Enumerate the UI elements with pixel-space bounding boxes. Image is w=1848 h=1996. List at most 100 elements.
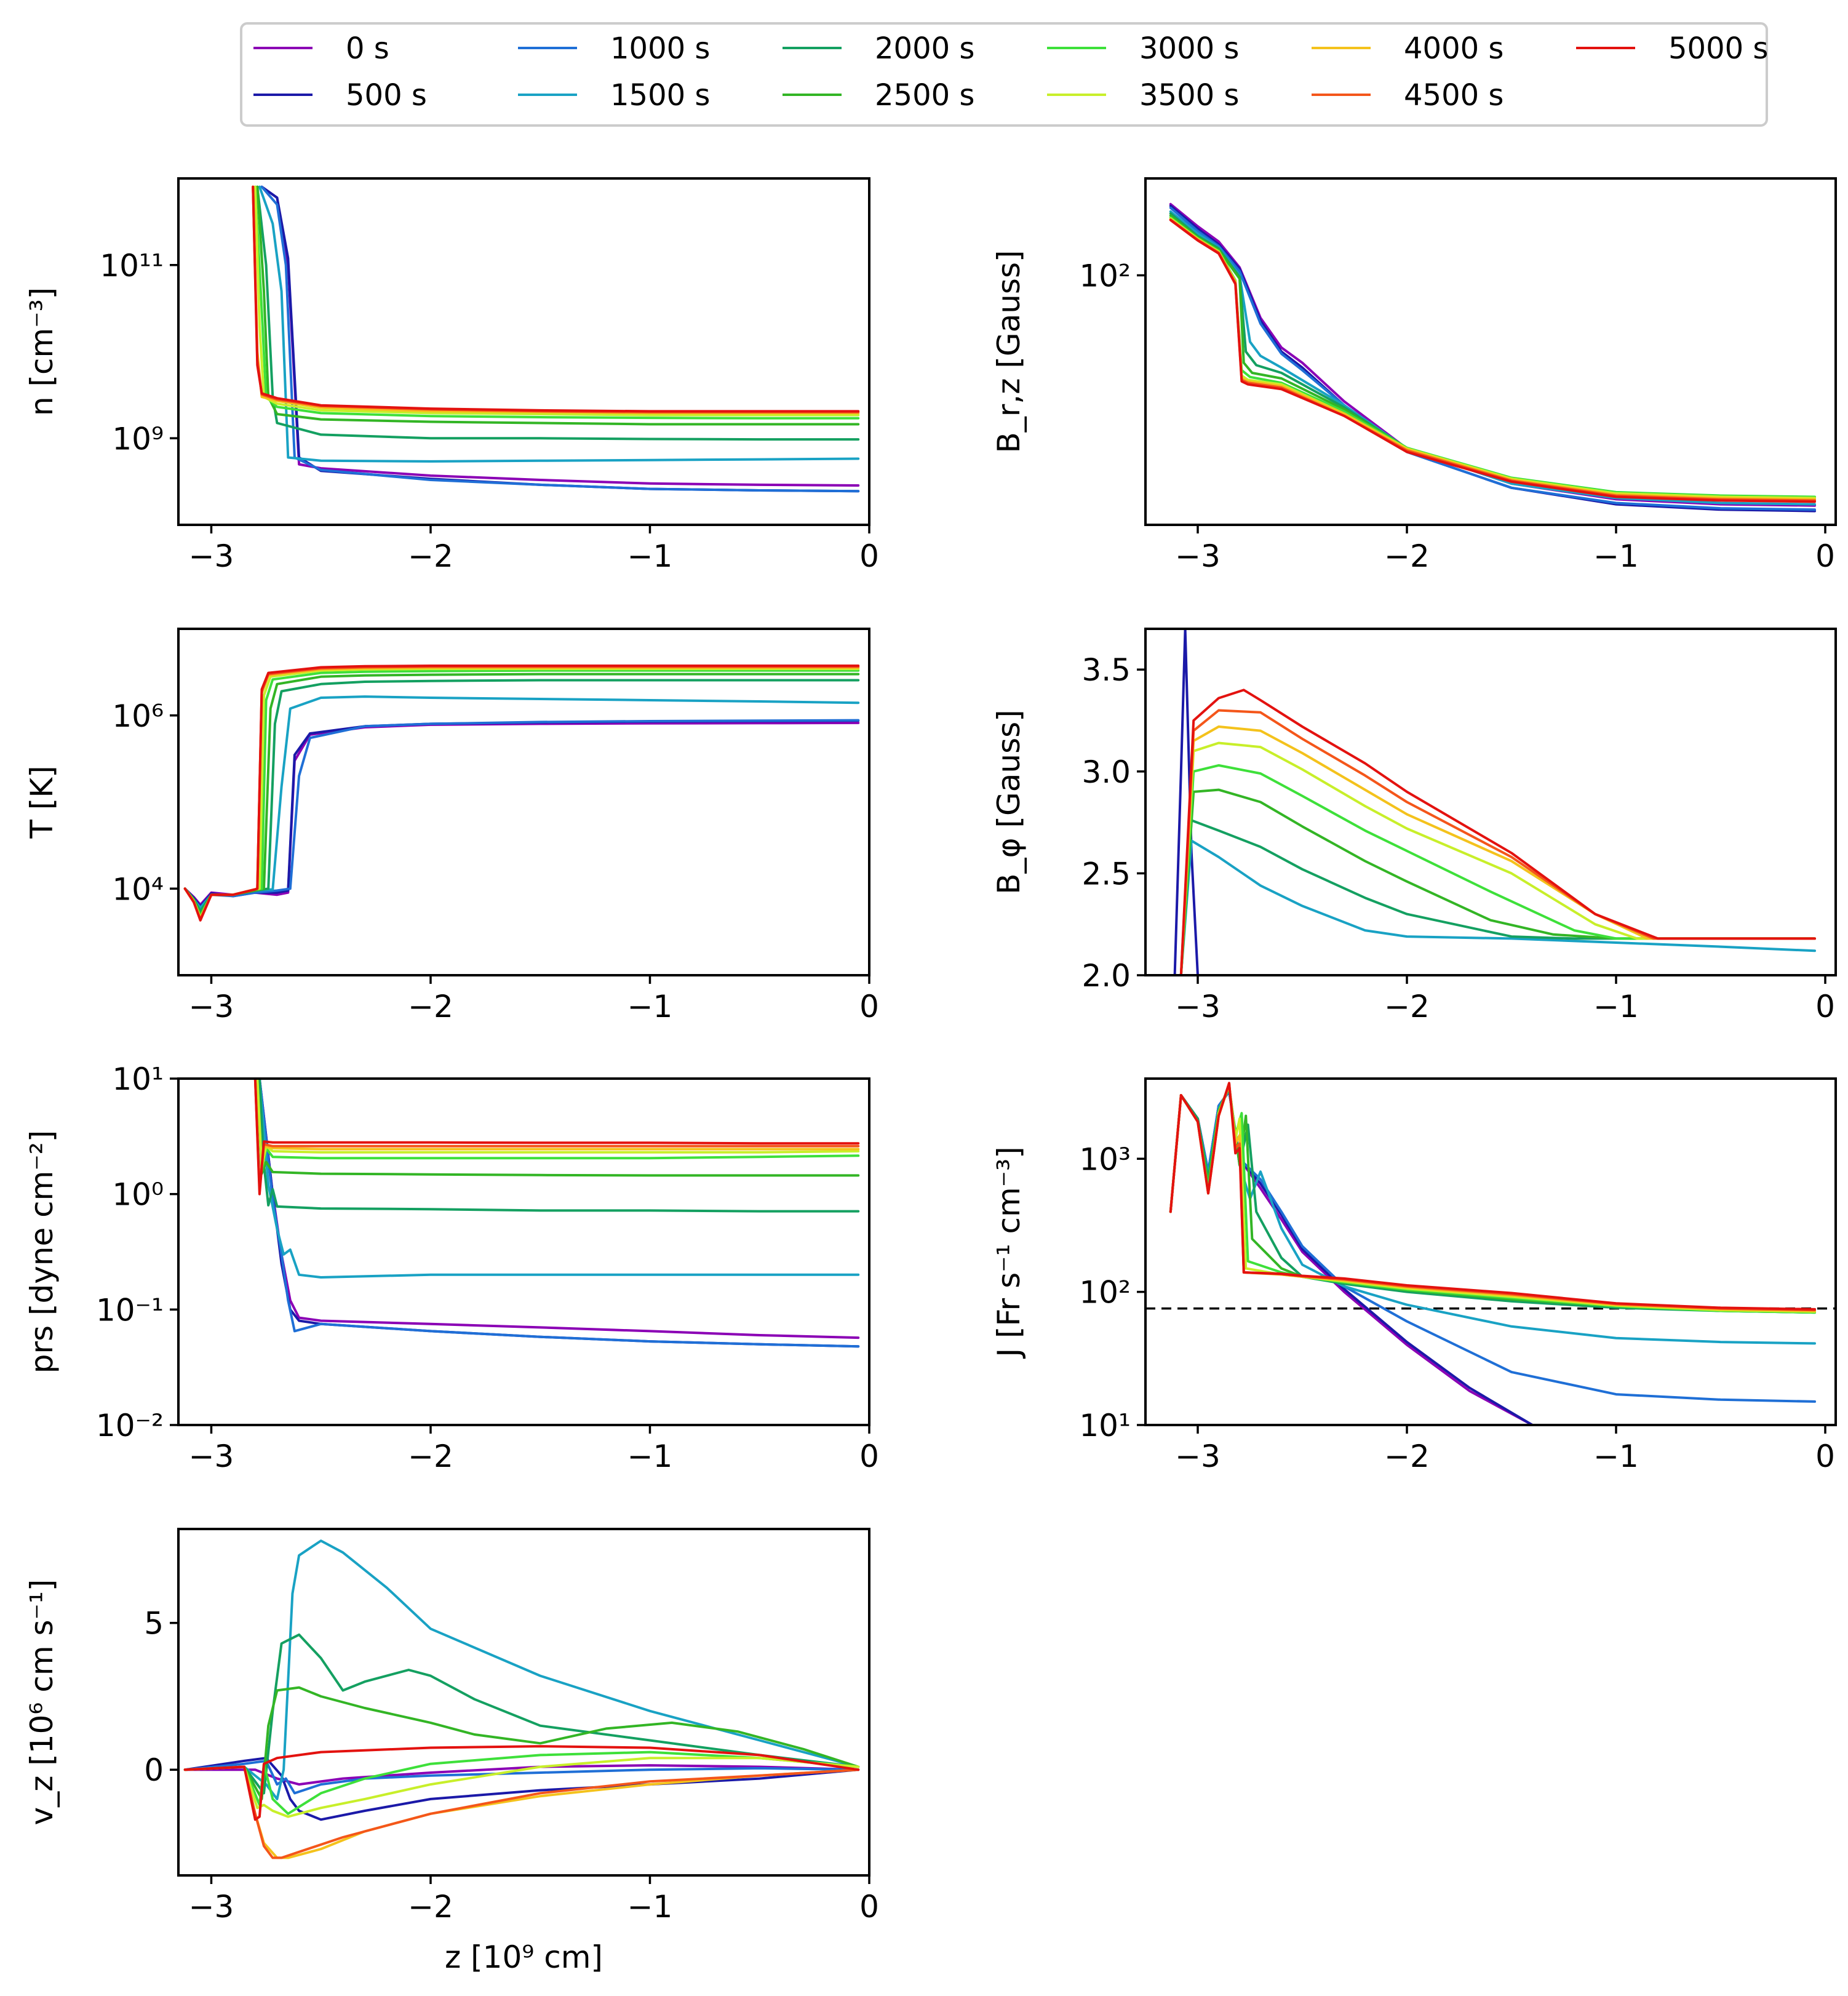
x-tick-label: −1 [1593,538,1639,574]
series-line-3500s [183,1757,860,1818]
series-line-5000s [183,665,860,922]
x-tick-label: −1 [627,538,673,574]
x-tick-label: 0 [1815,1439,1835,1474]
x-tick-label: −1 [627,1439,673,1474]
series-line-5000s [252,185,860,413]
series-line-500s [1169,1090,1534,1425]
panel-velocity: −3 −2 −1 0 0 5 v_z [10⁶ cm s⁻¹] z [10⁹ cm] [24,1528,879,1975]
x-tick-label: −1 [1593,989,1639,1024]
series-line-2500s [1169,214,1816,500]
legend-label: 2500 s [875,78,974,113]
series-line-1500s [1179,839,1816,975]
x-tick-label: −2 [1384,989,1430,1024]
series-line-4500s [183,665,860,921]
series-line-1000s [1169,1090,1816,1403]
series-line-1500s [258,1079,860,1279]
panel-pressure: −3 −2 −1 0 10⁻² 10⁻¹ 10⁰ 10¹ prs [dyne cm⁻²] [24,1061,879,1474]
legend-label: 0 s [346,31,389,66]
x-tick-label: −3 [1175,1439,1221,1474]
y-tick-label: 10⁻² [96,1408,164,1443]
x-tick-label: 0 [859,1439,879,1474]
series-line-2000s [183,1633,860,1795]
series-line-2000s [258,1079,860,1213]
panel-brz: −3 −2 −1 0 10² B_r,z [Gauss] [991,177,1837,574]
series-line-3000s [183,1750,860,1815]
y-tick-label: 10³ [1079,1141,1131,1177]
x-tick-label: −2 [408,989,453,1024]
series-line-1500s [183,1539,860,1800]
y-tick-label: 10¹ [1079,1408,1131,1443]
series-line-4500s [1179,709,1816,975]
x-tick-label: 0 [859,1889,879,1925]
y-tick-label: 2.5 [1081,856,1131,892]
series-line-5000s [253,1079,860,1196]
x-tick-label: −1 [627,989,673,1024]
series-line-1500s [258,185,860,463]
series-line-1500s [183,695,860,909]
series-line-0s [1169,1090,1534,1425]
x-tick-label: −2 [408,1889,453,1925]
panel-current: −3 −2 −1 0 10¹ 10² 10³ J [Fr s⁻¹ cm⁻³] [991,1077,1837,1474]
series-line-2000s [183,679,860,912]
series-group [183,665,860,922]
series-line-1000s [260,185,860,493]
x-tick-label: 0 [859,989,879,1024]
series-group [183,1539,860,1859]
y-axis-label: n [cm⁻³] [24,287,60,416]
y-tick-label: 3.5 [1081,652,1131,688]
legend-box [240,22,1768,127]
y-tick-label: 10⁰ [112,1177,164,1213]
axes-frame [177,1528,870,1877]
x-tick-label: −3 [1175,538,1221,574]
series-line-2500s [256,185,860,426]
y-axis-label: T [K] [24,765,60,839]
y-axis-label: B_r,z [Gauss] [991,250,1027,453]
y-tick-label: 10⁻¹ [96,1292,164,1328]
series-line-3000s [1169,216,1816,498]
legend-label: 3500 s [1139,78,1239,113]
x-tick-label: −1 [627,1889,673,1925]
axes-frame [177,177,870,526]
axes-frame [177,628,870,976]
series-line-5000s [1179,689,1816,975]
x-tick-label: −2 [1384,1439,1430,1474]
legend-label: 2000 s [875,31,974,66]
panel-bphi: −3 −2 −1 0 2.0 2.5 3.0 3.5 B_φ [Gauss] [991,628,1837,1024]
series-line-3000s [256,1079,860,1172]
series-line-3500s [253,185,860,417]
y-tick-label: 10⁴ [112,871,164,907]
x-tick-label: 0 [859,538,879,574]
axes-frame [1144,1077,1837,1426]
series-line-3000s [253,185,860,420]
axes-frame [1144,177,1837,526]
x-tick-label: 0 [1815,989,1835,1024]
series-line-3500s [1179,741,1816,975]
x-tick-label: −1 [1593,1439,1639,1474]
series-line-4000s [252,185,860,415]
series-line-1500s [1169,210,1816,506]
y-axis-label: J [Fr s⁻¹ cm⁻³] [991,1146,1027,1359]
x-tick-label: −3 [189,538,234,574]
series-line-5000s [1169,218,1816,503]
x-tick-label: −3 [189,1889,234,1925]
series-line-4000s [253,1079,860,1186]
y-axis-label: prs [dyne cm⁻²] [24,1130,60,1374]
legend: 0 s 500 s 1000 s 1500 s 2000 s 2500 s 3000 s 35… [240,22,1768,127]
x-tick-label: −2 [408,1439,453,1474]
series-line-3500s [183,668,860,919]
y-tick-label: 10⁹ [112,421,164,457]
series-line-2500s [256,1079,860,1177]
series-line-3500s [256,1079,860,1169]
y-tick-label: 3.0 [1081,754,1131,790]
legend-label: 4500 s [1404,78,1503,113]
y-tick-label: 10⁶ [112,698,164,734]
series-line-500s [260,185,860,493]
legend-label: 1500 s [610,78,710,113]
legend-label: 3000 s [1139,31,1239,66]
y-axis-label: v_z [10⁶ cm s⁻¹] [24,1579,60,1826]
series-line-0s [260,185,860,487]
axes-frame [177,1077,870,1426]
x-tick-label: −3 [1175,989,1221,1024]
y-tick-label: 10² [1079,258,1131,293]
series-line-5000s [1169,1082,1816,1311]
